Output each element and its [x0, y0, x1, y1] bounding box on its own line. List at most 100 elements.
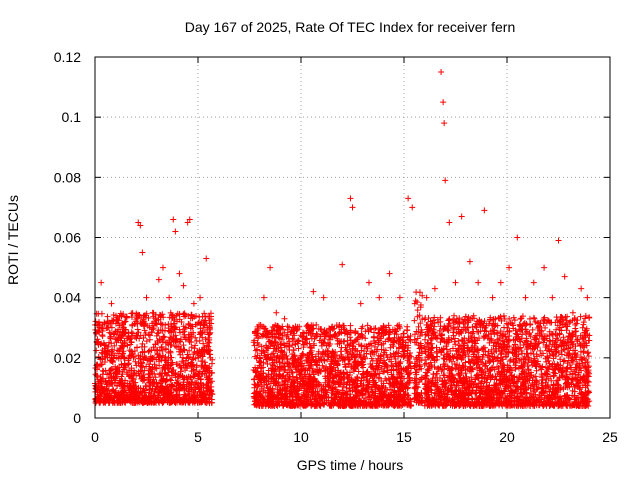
data-point [140, 335, 147, 342]
data-point [151, 388, 158, 395]
data-point [100, 397, 107, 404]
data-point [139, 319, 146, 326]
data-point [145, 348, 152, 355]
data-point [154, 330, 161, 337]
data-point [146, 336, 153, 343]
data-point [139, 348, 146, 355]
data-point [146, 396, 153, 403]
data-point [200, 340, 207, 347]
data-point [128, 374, 135, 381]
data-point [188, 379, 195, 386]
data-point [121, 383, 128, 390]
data-point [167, 309, 174, 316]
data-point [115, 389, 122, 396]
data-point [97, 361, 104, 368]
data-point [98, 349, 105, 356]
data-point [95, 327, 102, 334]
data-point [201, 329, 208, 336]
data-point [206, 313, 213, 320]
data-point [187, 322, 194, 329]
data-point [101, 342, 108, 349]
data-point [112, 377, 119, 384]
data-point [108, 352, 115, 359]
data-point [111, 342, 118, 349]
data-point [138, 343, 145, 350]
data-point [371, 334, 378, 341]
data-point [165, 325, 172, 332]
data-point [162, 370, 169, 377]
data-point [158, 376, 165, 383]
chart-title: Day 167 of 2025, Rate Of TEC Index for r… [185, 19, 515, 35]
data-point [411, 317, 418, 324]
data-point [93, 330, 100, 337]
data-point [153, 347, 160, 354]
data-point [193, 362, 200, 369]
data-point [203, 374, 210, 381]
data-point [187, 353, 194, 360]
data-point [180, 354, 187, 361]
data-point [147, 353, 154, 360]
data-point [134, 344, 141, 351]
data-point [182, 392, 189, 399]
data-point [539, 376, 546, 383]
data-point [120, 382, 127, 389]
data-point [257, 358, 264, 365]
data-point [164, 359, 171, 366]
data-point [183, 374, 190, 381]
data-point [168, 323, 175, 330]
data-point [156, 399, 163, 406]
data-point [136, 390, 143, 397]
data-point [169, 359, 176, 366]
data-point [176, 311, 183, 318]
data-point [188, 344, 195, 351]
data-point [135, 329, 142, 336]
data-point [95, 340, 102, 347]
data-point [98, 310, 105, 317]
data-point [194, 399, 201, 406]
data-point [317, 326, 324, 333]
data-point [207, 379, 214, 386]
data-point [205, 346, 212, 353]
data-point [103, 325, 110, 332]
data-point [101, 387, 108, 394]
data-point [116, 364, 123, 371]
data-point [102, 390, 109, 397]
data-point [110, 318, 117, 325]
data-point [124, 380, 131, 387]
data-point [139, 359, 146, 366]
data-point [132, 358, 139, 365]
data-point [118, 344, 125, 351]
data-point [165, 369, 172, 376]
data-point [142, 382, 149, 389]
data-point [199, 362, 206, 369]
data-point [123, 314, 130, 321]
data-point [143, 393, 150, 400]
data-point [134, 326, 141, 333]
data-point [98, 378, 105, 385]
data-point [141, 354, 148, 361]
data-point [148, 390, 155, 397]
data-point [170, 333, 177, 340]
data-point [109, 346, 116, 353]
data-point [122, 329, 129, 336]
data-point [201, 317, 208, 324]
data-point [124, 391, 131, 398]
data-point [264, 361, 271, 368]
data-point [119, 399, 126, 406]
data-point [146, 371, 153, 378]
data-point [115, 331, 122, 338]
data-point [172, 337, 179, 344]
data-point [194, 349, 201, 356]
data-point [181, 310, 188, 317]
data-point [108, 357, 115, 364]
data-point [144, 394, 151, 401]
data-point [111, 394, 118, 401]
data-point [119, 324, 126, 331]
data-point [112, 320, 119, 327]
data-point [197, 352, 204, 359]
data-point [412, 297, 419, 304]
data-point [196, 337, 203, 344]
data-point [174, 399, 181, 406]
data-point [286, 346, 293, 353]
